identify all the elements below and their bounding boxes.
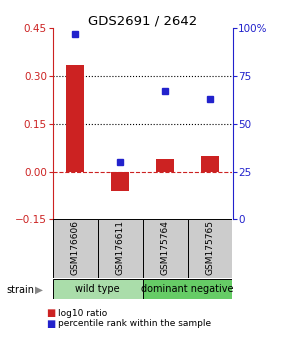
Text: ■: ■ [46,308,56,318]
Bar [98,219,142,278]
Text: GSM176606: GSM176606 [70,220,80,275]
Text: strain: strain [6,285,34,295]
Bar [52,219,98,278]
Bar [201,156,219,172]
Text: ▶: ▶ [35,285,44,295]
Bar [156,159,174,172]
Bar [188,219,232,278]
Bar [66,65,84,172]
Bar [111,172,129,191]
Text: ■: ■ [46,319,56,329]
Text: GSM176611: GSM176611 [116,220,124,275]
Text: log10 ratio: log10 ratio [58,309,108,318]
Text: GSM175764: GSM175764 [160,220,169,275]
Text: GSM175765: GSM175765 [206,220,214,275]
Bar [52,279,142,299]
Bar [142,279,232,299]
Text: dominant negative: dominant negative [141,284,234,294]
Text: wild type: wild type [75,284,120,294]
Title: GDS2691 / 2642: GDS2691 / 2642 [88,14,197,27]
Text: percentile rank within the sample: percentile rank within the sample [58,319,212,329]
Bar [142,219,188,278]
